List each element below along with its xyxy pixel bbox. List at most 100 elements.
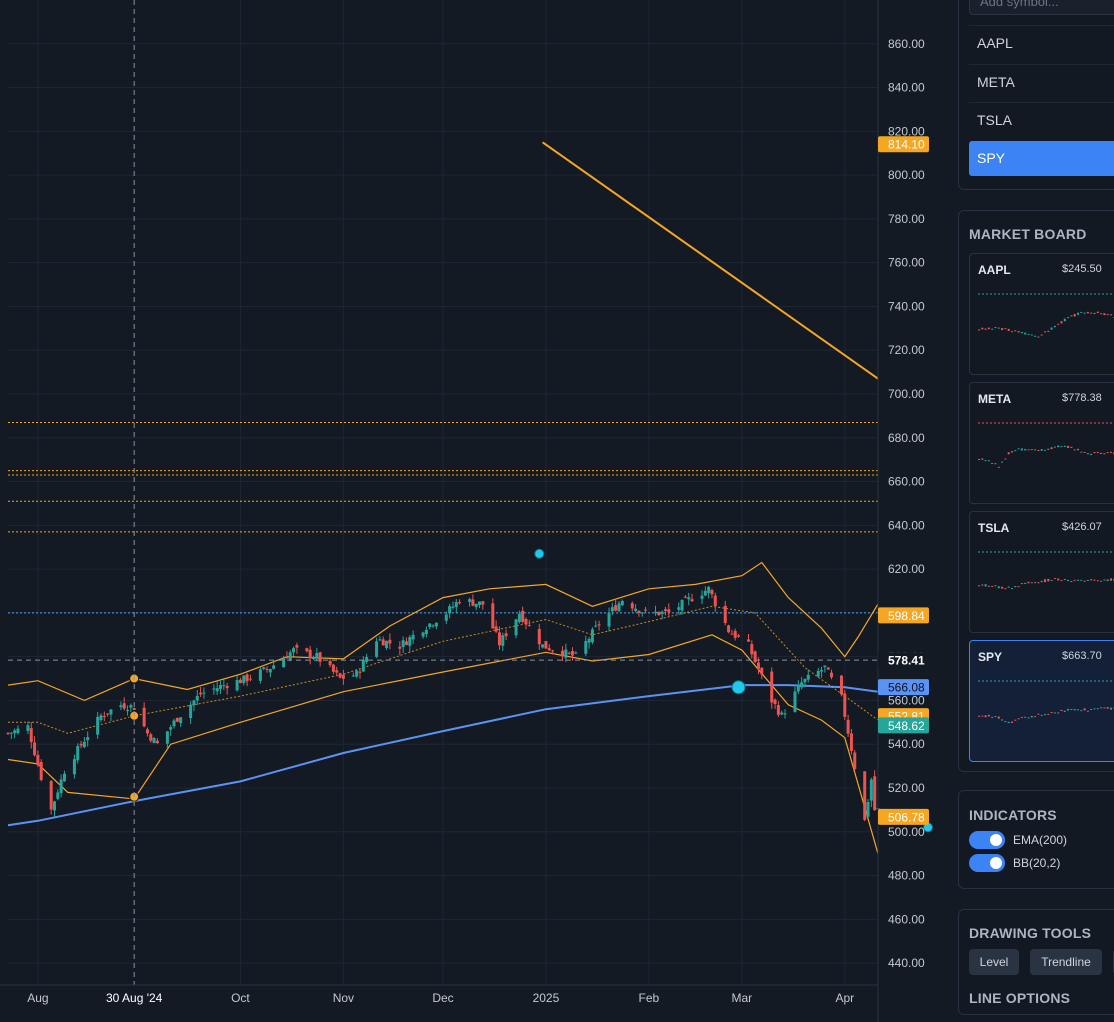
sparkline-candle [1007,328,1010,332]
price-chart[interactable]: 440.00 460.00 480.00 500.00 520.00 540.00 560.… [0,0,940,1022]
price-tick-label: 500.00 [888,825,925,839]
sparkline-candle [1040,580,1043,583]
sparkline-candle [981,715,984,717]
candle-body [99,715,103,720]
sparkline-candle [984,584,987,587]
candle-body [590,629,594,643]
time-tick-label: Nov [333,991,354,1005]
sparkline-candle [1034,335,1037,337]
market-card-symbol: TSLA [978,521,1010,535]
candle-body [9,732,13,734]
ema200-toggle[interactable] [969,831,1005,849]
add-symbol-input[interactable]: Add symbol... [969,0,1114,15]
candle-body [378,639,382,641]
sparkline-candle [1060,580,1063,582]
bb-lower-line [7,634,879,854]
watchlist-item-tsla[interactable]: TSLA [969,102,1114,137]
sparkline-candle [1050,580,1053,582]
aapl-sparkline [978,293,1114,338]
candle-body [152,738,156,744]
sparkline-candle [984,460,987,462]
watchlist-item-spy[interactable]: SPY [969,141,1114,176]
trendline-tool-button[interactable]: Trendline [1030,949,1102,975]
sparkline-candle [1070,581,1073,583]
candle-body [657,611,661,616]
sparkline-candle [1014,450,1017,452]
candle-body [238,679,242,684]
sparkline-candle [1014,586,1017,588]
sparkline-candle [1011,721,1013,723]
sparkline-candle [1044,331,1046,333]
price-badge [878,717,929,734]
sparkline-candle [1053,325,1056,328]
sparkline-candle [987,327,990,330]
candle-body [202,692,206,694]
candle-body [192,700,196,706]
candle-body [551,650,555,652]
price-axis[interactable]: 440.00 460.00 480.00 500.00 520.00 540.00 560.… [888,37,925,970]
sparkline-candle [1004,588,1007,590]
sparkline-candle [1047,578,1050,582]
market-card-spy[interactable]: SPY $663.70 [969,640,1114,762]
candle-body [26,725,30,731]
market-card-aapl[interactable]: AAPL $245.50 [969,253,1114,375]
sparkline-candle [1067,708,1070,711]
sparkline-candle [1034,716,1037,718]
candle-body [272,665,276,669]
bb-toggle[interactable] [969,854,1005,872]
level-tool-button[interactable]: Level [969,949,1019,975]
candle-body [723,605,727,623]
candle-body [315,652,319,657]
candle-body [448,606,452,614]
trendline[interactable] [542,141,879,380]
candle-body [49,781,53,810]
horizontal-levels[interactable] [8,421,878,614]
sparkline-candle [1103,707,1106,709]
time-tick-label: Mar [732,991,753,1005]
candle-body [358,671,362,673]
candle-body [169,727,173,730]
candle-body [248,678,252,680]
candle-body [846,719,850,734]
sparkline-candle [1027,449,1030,451]
watchlist-item-meta[interactable]: META [969,64,1114,99]
price-tick-label: 620.00 [888,562,925,576]
watchlist-panel: Add symbol... AAPL META TSLA SPY [958,0,1114,190]
signal-dot [731,680,746,695]
candle-body [72,759,76,775]
candle-body [803,678,807,683]
candle-body [544,641,548,649]
trendline-layer[interactable] [542,141,879,380]
sparkline-candle [1096,451,1099,453]
candle-body [826,667,830,670]
sparkline-candle [984,328,987,330]
time-axis[interactable]: Aug Oct Nov Dec 2025 Feb Mar Apr [27,991,854,1005]
sparkline-candle [1110,707,1112,710]
price-tick-label: 540.00 [888,737,925,751]
sparkline-candle [1060,446,1063,448]
candlestick-series [6,585,880,822]
price-badge-label: 506.78 [888,810,925,824]
candle-body [491,603,495,629]
sparkline-candle [1100,452,1103,455]
sparkline-candle [1090,579,1093,581]
sparkline-candle [1011,451,1013,453]
sparkline-candle [1007,721,1010,724]
candle-body [730,633,734,635]
candle-body [843,693,847,717]
candle-body [149,734,153,741]
market-card-meta[interactable]: META $778.38 [969,382,1114,504]
market-card-tsla[interactable]: TSLA $426.07 [969,511,1114,633]
sparkline-candle [1037,449,1040,451]
time-tick-label: Feb [639,991,660,1005]
candle-body [687,597,691,600]
sparkline-candle [1110,314,1112,316]
candle-body [222,685,226,687]
sparkline-candle [1083,580,1086,582]
sparkline-candle [1024,332,1027,335]
price-tick-label: 520.00 [888,781,925,795]
sparkline-candle [978,458,980,460]
watchlist-item-aapl[interactable]: AAPL [969,25,1114,60]
candle-body [481,601,485,605]
time-tick-label: Dec [432,991,453,1005]
